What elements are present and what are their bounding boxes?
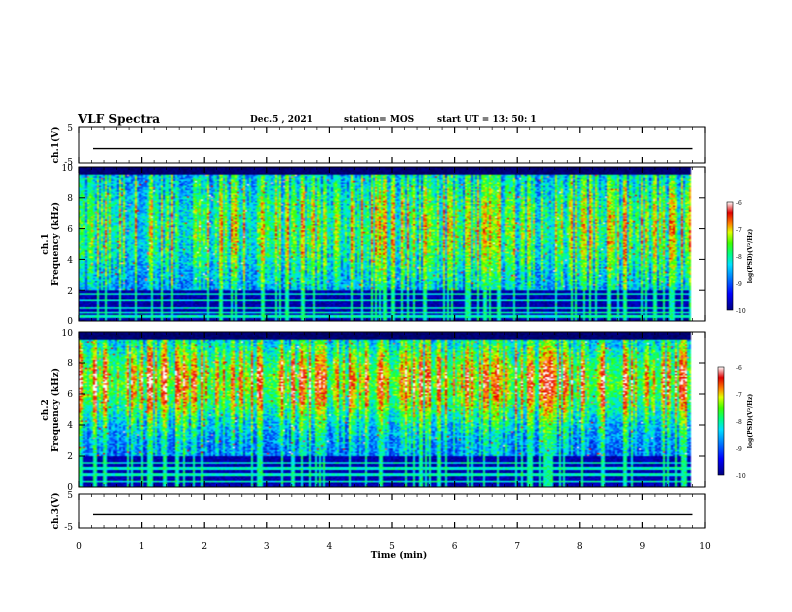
- ch3-waveform-ytick-top: 5: [67, 491, 73, 501]
- ch1-ytick-10: 10: [62, 164, 74, 174]
- ch2-spectrogram-image: [79, 332, 705, 487]
- ch2-colorbar-tick-6: -6: [736, 365, 742, 372]
- ch2-colorbar: -6 -7 -8 -9 -10 log(PSD)(V²/Hz): [717, 365, 754, 480]
- ch1-spectrogram-ticks: [78, 166, 706, 322]
- ch1-colorbar-tick-10: -10: [736, 308, 746, 315]
- ch2-colorbar-tick-7: -7: [736, 392, 742, 399]
- ch1-ytick-0: 0: [67, 317, 73, 327]
- ch2-colorbar-tick-9: -9: [736, 446, 742, 453]
- ch1-ytick-6: 6: [67, 225, 73, 235]
- ch1-ylabel-frequency: Frequency (kHz): [50, 202, 61, 286]
- time-axis-tick-10: 10: [699, 542, 711, 552]
- station-label: station= MOS: [344, 115, 415, 125]
- ch3-waveform-ticks: [78, 494, 706, 528]
- ch2-ytick-6: 6: [67, 390, 73, 400]
- ch2-ytick-0: 0: [67, 483, 73, 493]
- ch1-waveform-ylabel: ch.1(V): [50, 127, 61, 164]
- ch2-colorbar-tick-8: -8: [736, 419, 742, 426]
- ch2-colorbar-scale: [717, 366, 725, 476]
- ch1-colorbar-tick-6: -6: [736, 200, 742, 207]
- time-axis-tick-5: 5: [389, 542, 395, 552]
- figure-title: VLF Spectra: [78, 112, 161, 126]
- time-axis-tick-9: 9: [640, 542, 646, 552]
- time-axis-tick-1: 1: [139, 542, 145, 552]
- ch2-ylabel-channel: ch.2: [41, 399, 51, 420]
- ch1-ylabel-channel: ch.1: [41, 233, 51, 254]
- ch3-waveform-panel: 5 -5 ch.3(V): [50, 491, 706, 533]
- ch1-ytick-4: 4: [67, 256, 73, 266]
- time-axis-tick-labels: 0 1 2 3 4 5 6 7 8 9 10: [76, 542, 711, 552]
- time-axis: 0 1 2 3 4 5 6 7 8 9 10 Time (min): [76, 542, 711, 561]
- time-axis-tick-2: 2: [201, 542, 207, 552]
- time-axis-tick-7: 7: [514, 542, 520, 552]
- time-axis-tick-4: 4: [327, 542, 333, 552]
- time-axis-tick-8: 8: [577, 542, 583, 552]
- ch1-waveform-panel: 5 -5 ch.1(V): [50, 124, 706, 168]
- start-ut-label: start UT = 13: 50: 1: [437, 115, 537, 125]
- ch2-colorbar-label: log(PSD)(V²/Hz): [747, 394, 754, 449]
- date-label: Dec.5 , 2021: [250, 115, 313, 125]
- ch3-waveform-ylabel: ch.3(V): [50, 493, 61, 530]
- ch2-spectrogram-panel: 0 2 4 6 8 10 ch.2 Frequency (kHz): [41, 329, 706, 493]
- ch2-ytick-4: 4: [67, 421, 73, 431]
- ch2-spectrogram-ticks: [78, 331, 706, 488]
- ch1-colorbar-label: log(PSD)(V²/Hz): [747, 229, 754, 284]
- ch1-waveform-ytick-bottom: -5: [64, 158, 73, 168]
- ch1-waveform-ticks: [78, 127, 706, 163]
- ch1-waveform-ytick-top: 5: [67, 124, 73, 134]
- ch2-ytick-2: 2: [67, 452, 73, 462]
- ch1-ytick-2: 2: [67, 287, 73, 297]
- time-axis-tick-3: 3: [264, 542, 270, 552]
- time-axis-tick-6: 6: [452, 542, 458, 552]
- ch1-spectrogram-panel: 0 2 4 6 8 10 ch.1 Frequency (kHz): [41, 164, 706, 327]
- ch2-ylabel-frequency: Frequency (kHz): [50, 368, 61, 452]
- ch2-ytick-8: 8: [67, 359, 73, 369]
- ch1-ytick-8: 8: [67, 194, 73, 204]
- ch2-ytick-10: 10: [62, 329, 74, 339]
- ch1-spectrogram-image: [79, 167, 705, 321]
- ch2-colorbar-tick-10: -10: [736, 473, 746, 480]
- ch1-colorbar-tick-8: -8: [736, 254, 742, 261]
- ch1-colorbar-tick-7: -7: [736, 227, 742, 234]
- ch3-waveform-ytick-bottom: -5: [64, 523, 73, 533]
- time-axis-label: Time (min): [371, 550, 428, 561]
- ch1-colorbar-scale: [726, 201, 734, 311]
- time-axis-tick-0: 0: [76, 542, 82, 552]
- ch1-colorbar-tick-9: -9: [736, 281, 742, 288]
- ch1-colorbar: -6 -7 -8 -9 -10 log(PSD)(V²/Hz): [726, 200, 754, 315]
